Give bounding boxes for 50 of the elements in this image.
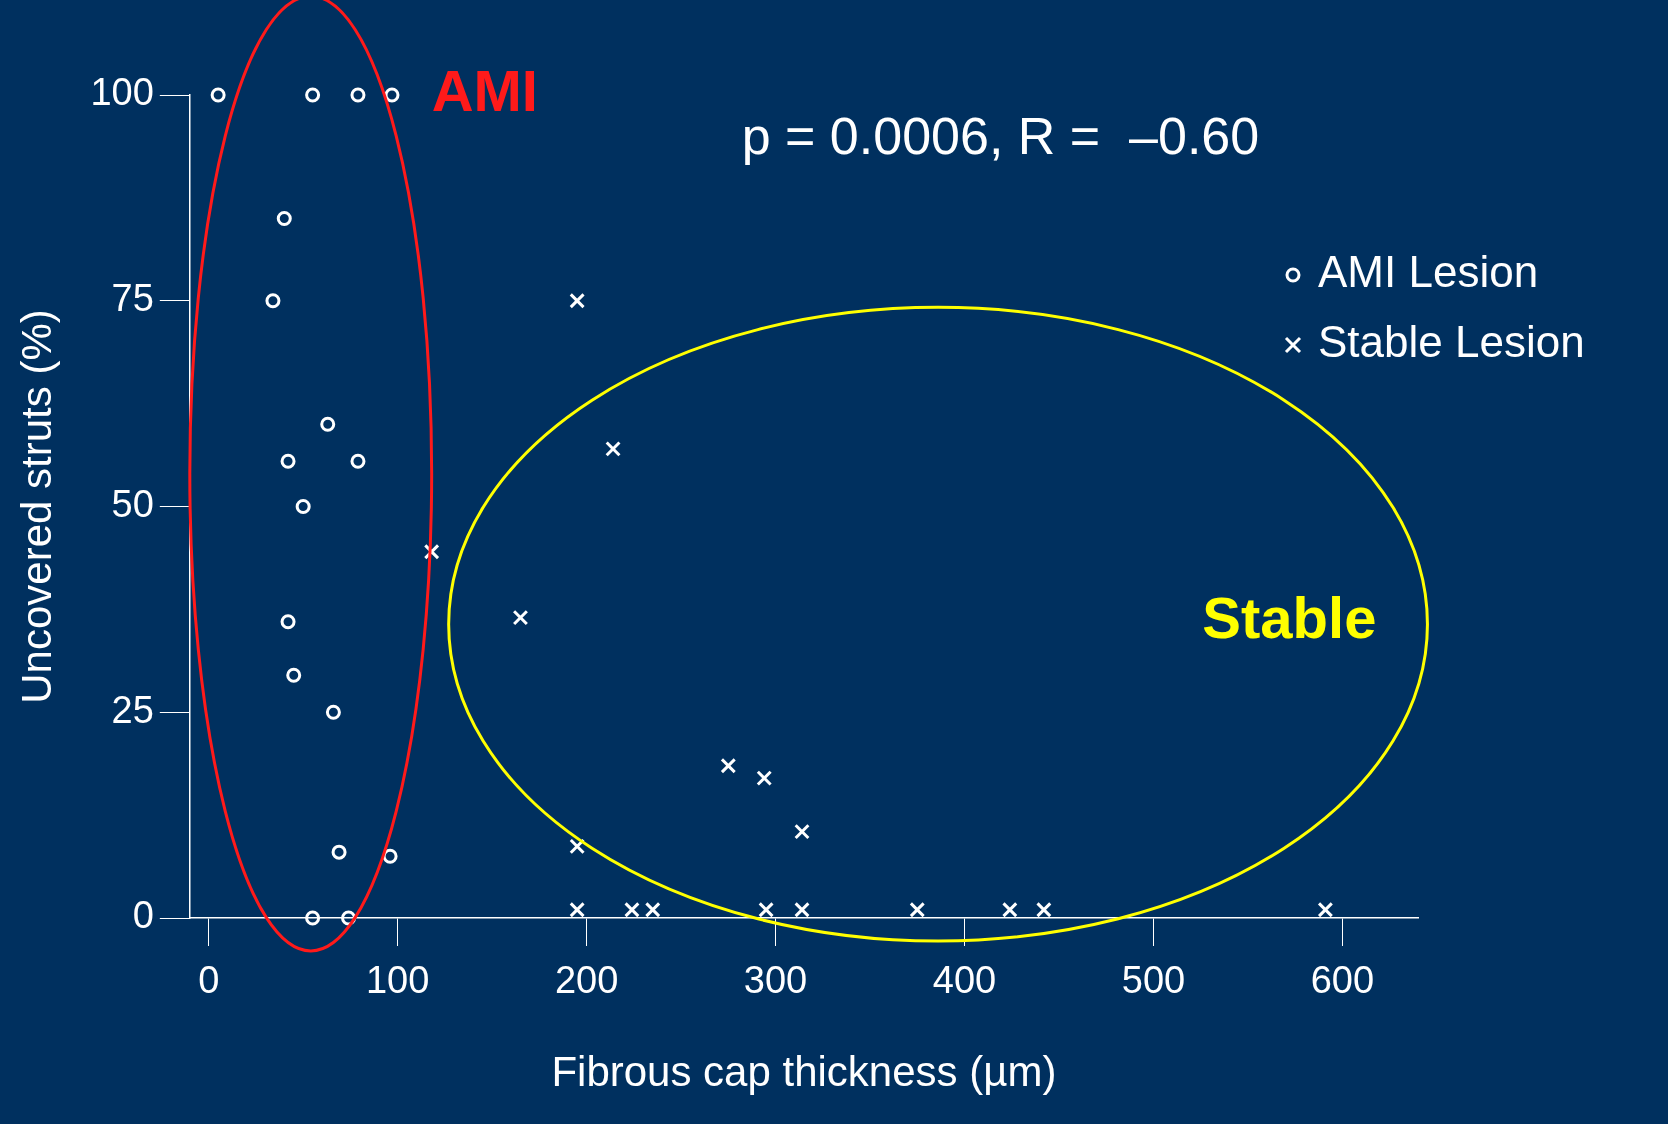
x-axis-title: Fibrous cap thickness (µm): [551, 1048, 1057, 1096]
x-tick-label: 400: [932, 959, 997, 1002]
y-tick-label: 0: [132, 894, 154, 937]
point: [276, 210, 292, 226]
point: [280, 453, 296, 469]
point: [325, 704, 341, 720]
point: [305, 87, 321, 103]
point: [280, 614, 296, 630]
point: [305, 910, 321, 926]
point: [794, 901, 810, 918]
point: [569, 901, 586, 918]
point: [331, 844, 347, 860]
point: [720, 757, 737, 774]
point: [350, 453, 366, 469]
y-axis-title: Uncovered struts (%): [12, 309, 60, 704]
x-tick-label: 100: [365, 959, 430, 1002]
point: [350, 87, 366, 103]
point: [569, 292, 586, 309]
point: [512, 609, 529, 626]
annotation: p = 0.0006, R = –0.60: [741, 107, 1260, 166]
point: [286, 667, 302, 683]
point: [909, 901, 926, 918]
x-tick-label: 600: [1310, 959, 1375, 1002]
point: [794, 823, 810, 840]
point: [758, 901, 774, 918]
legend-label: AMI Lesion: [1318, 247, 1539, 297]
point: [1036, 901, 1052, 918]
y-tick-label: 50: [111, 482, 154, 525]
point: [384, 87, 400, 103]
point: [605, 441, 621, 457]
legend-label: Stable Lesion: [1318, 317, 1585, 367]
annotation: AMI: [431, 58, 538, 123]
point: [295, 499, 311, 514]
x-tick-label: 0: [198, 959, 220, 1002]
x-tick-label: 300: [743, 959, 808, 1002]
point: [382, 848, 398, 864]
y-tick-label: 75: [111, 277, 154, 320]
point: [1002, 901, 1018, 918]
x-tick-label: 200: [554, 959, 619, 1002]
point: [210, 87, 226, 103]
annotation: Stable: [1202, 584, 1377, 650]
point: [320, 416, 336, 432]
point: [265, 293, 281, 309]
point: [644, 901, 661, 918]
y-tick-label: 25: [111, 688, 154, 731]
x-tick-label: 500: [1121, 959, 1186, 1002]
point: [1317, 901, 1334, 918]
y-tick-label: 100: [90, 71, 154, 114]
point: [756, 770, 773, 786]
point: [624, 901, 640, 918]
